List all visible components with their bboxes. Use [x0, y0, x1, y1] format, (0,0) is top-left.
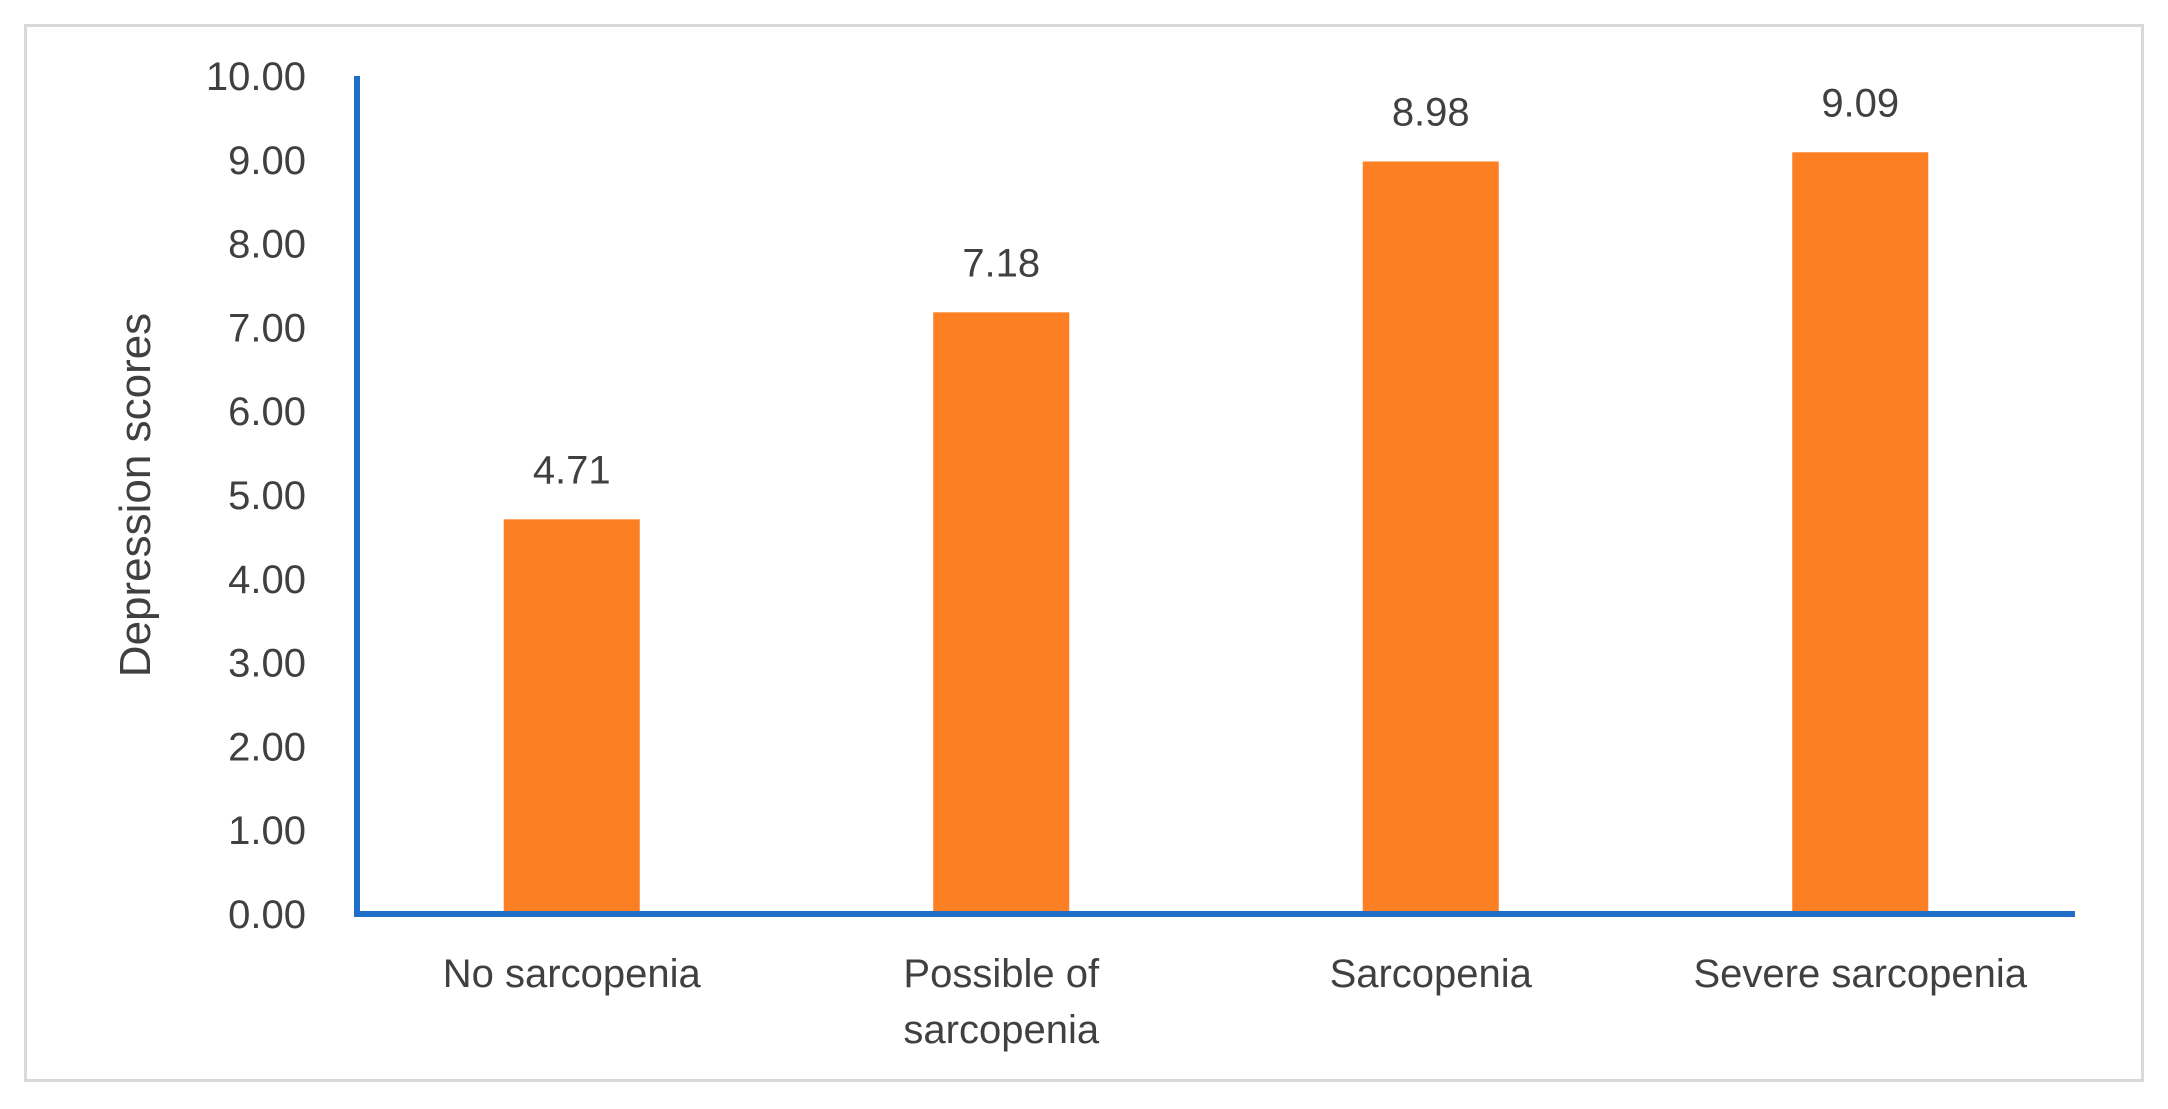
bar — [1362, 161, 1499, 914]
y-axis-title: Depression scores — [111, 313, 160, 677]
y-tick-label: 5.00 — [228, 474, 306, 518]
category-label: sarcopenia — [903, 1008, 1099, 1052]
y-tick-label: 9.00 — [228, 139, 306, 183]
y-tick-label: 2.00 — [228, 725, 306, 769]
y-tick-label: 0.00 — [228, 893, 306, 937]
category-label: Possible of — [903, 952, 1100, 996]
bar — [1792, 152, 1929, 914]
bar — [503, 519, 640, 914]
category-label: Sarcopenia — [1330, 952, 1533, 996]
category-label: No sarcopenia — [443, 952, 702, 996]
y-tick-label: 1.00 — [228, 809, 306, 853]
axes — [354, 76, 2075, 917]
bar — [933, 312, 1070, 914]
data-label: 7.18 — [962, 241, 1040, 285]
y-tick-label: 7.00 — [228, 306, 306, 350]
bars — [503, 152, 1929, 914]
data-label: 4.71 — [533, 448, 611, 492]
y-tick-label: 6.00 — [228, 390, 306, 434]
chart-frame — [24, 24, 2144, 1082]
category-labels: No sarcopenia Possible of sarcopenia Sarcop… — [443, 952, 2028, 1052]
y-tick-label: 4.00 — [228, 558, 306, 602]
y-tick-labels: 0.00 1.00 2.00 3.00 4.00 5.00 6.00 7.00 8.00 9.00… — [206, 55, 306, 937]
category-label: Severe sarcopenia — [1693, 952, 2027, 996]
y-tick-label: 8.00 — [228, 223, 306, 267]
y-tick-label: 3.00 — [228, 642, 306, 686]
data-label: 9.09 — [1821, 81, 1899, 125]
y-tick-label: 10.00 — [206, 55, 306, 99]
data-label: 8.98 — [1392, 90, 1470, 134]
data-labels: 4.71 7.18 8.98 9.09 — [533, 81, 1899, 492]
